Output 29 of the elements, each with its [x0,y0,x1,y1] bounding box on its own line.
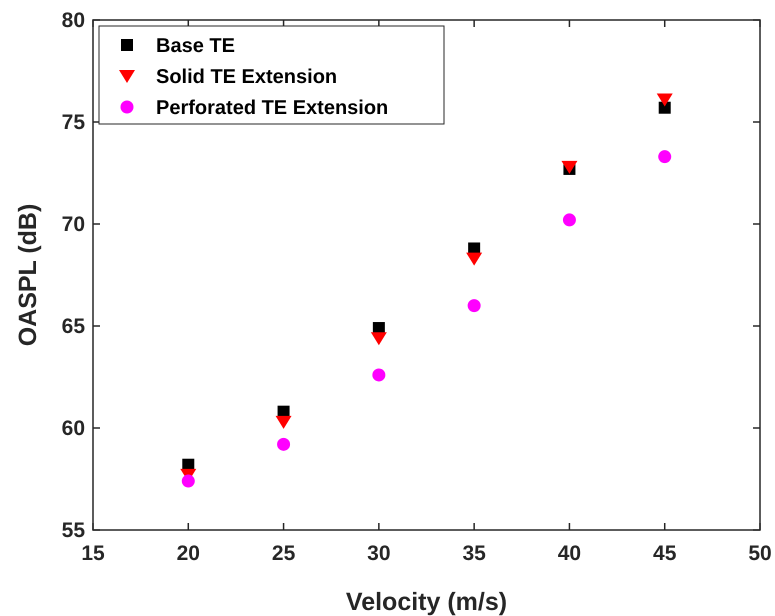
point [466,252,482,266]
legend-label: Perforated TE Extension [156,97,388,119]
y-tick-label: 60 [62,417,85,440]
x-tick-label: 50 [748,542,772,565]
x-axis-title: Velocity (m/s) [346,588,508,616]
x-tick-label: 35 [462,542,486,565]
y-tick-label: 70 [62,213,85,236]
y-tick-label: 75 [62,111,86,134]
point [277,438,290,451]
point [276,416,292,429]
x-tick-label: 40 [558,542,582,565]
point [182,474,195,488]
x-tick-label: 45 [653,542,677,565]
point [372,368,386,382]
y-tick-label: 65 [62,315,86,338]
point [370,332,387,346]
x-tick-label: 15 [81,542,105,565]
x-tick-label: 25 [272,542,296,565]
y-tick-label: 80 [62,9,85,32]
point [562,213,576,226]
point [656,94,673,107]
point [658,150,672,164]
x-tick-label: 30 [367,542,391,565]
y-tick-label: 55 [62,519,86,542]
y-axis-title: OASPL (dB) [14,204,42,346]
legend-label: Solid TE Extension [156,66,338,88]
legend-label: Base TE [156,35,235,57]
point [468,299,481,312]
x-tick-label: 20 [176,542,200,565]
